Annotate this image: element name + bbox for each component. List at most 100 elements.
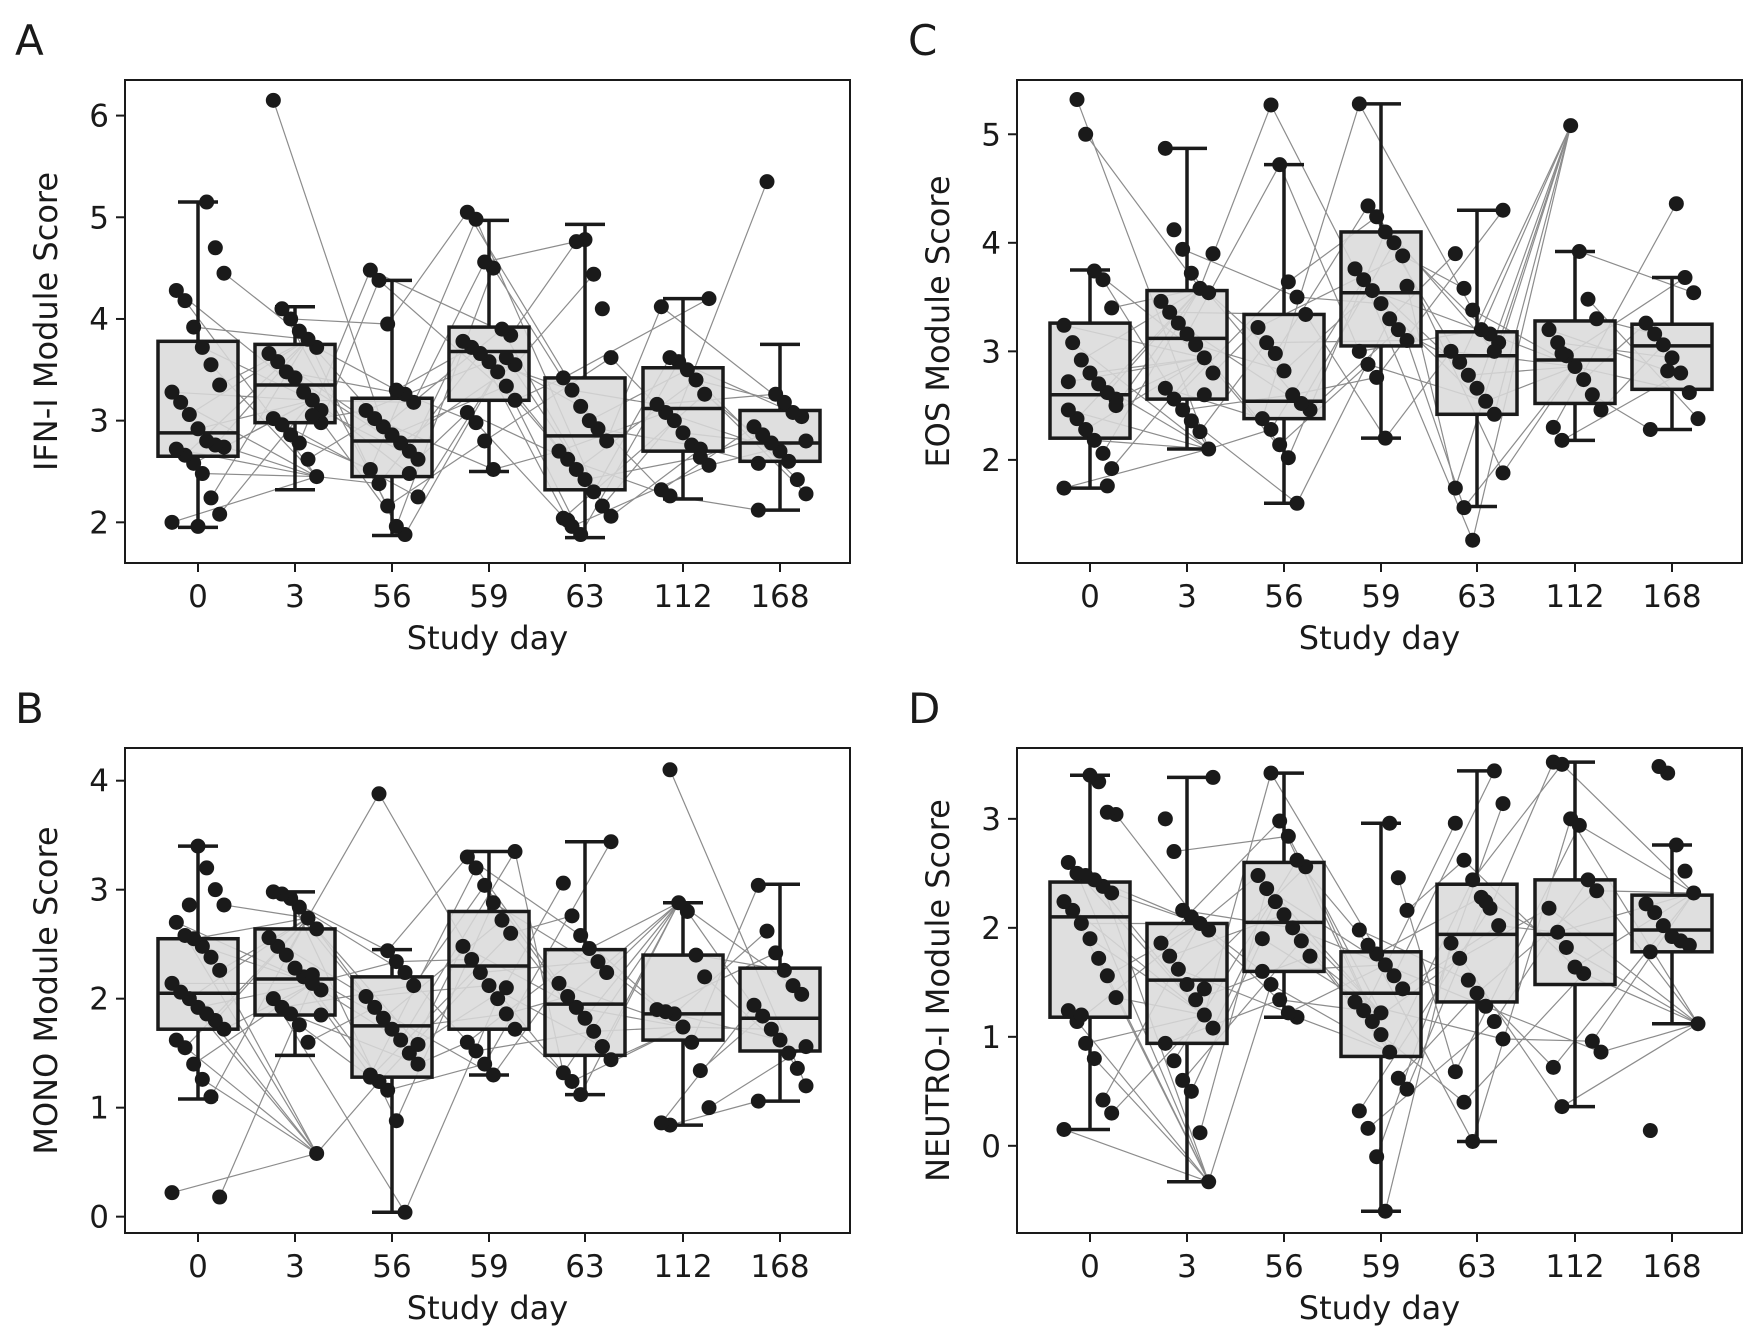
data-point	[1690, 1016, 1706, 1032]
data-point	[455, 938, 471, 954]
data-point	[1473, 322, 1489, 338]
box-day-63	[1435, 769, 1519, 1144]
data-point	[358, 402, 374, 418]
data-point	[763, 1021, 779, 1037]
data-point	[485, 461, 501, 477]
data-point	[1567, 959, 1583, 975]
data-point	[1192, 280, 1208, 296]
data-point	[1390, 322, 1406, 338]
data-point	[1369, 209, 1385, 225]
data-point	[750, 1093, 766, 1109]
data-point	[371, 272, 387, 288]
data-point	[1078, 421, 1094, 437]
data-point	[1541, 322, 1557, 338]
data-point	[1677, 863, 1693, 879]
subject-line	[466, 856, 582, 936]
subject-line	[1287, 216, 1378, 283]
data-point	[1369, 369, 1385, 385]
subject-line	[1472, 763, 1563, 881]
panel-letter: D	[908, 684, 940, 733]
x-tick-label: 168	[750, 1249, 809, 1285]
plot-frame	[1016, 79, 1743, 564]
data-point	[781, 453, 797, 469]
y-tick-label: 5	[981, 117, 1001, 153]
data-point	[1196, 1007, 1212, 1023]
data-point	[1373, 1027, 1389, 1043]
data-point	[300, 451, 316, 467]
subject-line	[1600, 1023, 1699, 1053]
subject-line	[316, 1081, 380, 1154]
data-points	[1056, 754, 1706, 1219]
data-point	[212, 506, 228, 522]
data-point	[1478, 894, 1494, 910]
subject-line	[571, 464, 710, 527]
data-point	[1465, 532, 1481, 548]
data-point	[555, 370, 571, 386]
data-point	[551, 443, 567, 459]
data-point	[653, 482, 669, 498]
data-point	[1554, 1099, 1570, 1115]
data-point	[1478, 998, 1494, 1014]
data-point	[173, 394, 189, 410]
data-point	[1073, 352, 1089, 368]
subject-line	[206, 1013, 318, 1154]
data-point	[459, 405, 475, 421]
data-point	[1272, 992, 1288, 1008]
data-point	[1351, 922, 1367, 938]
data-point	[388, 1113, 404, 1129]
data-point	[1263, 977, 1279, 993]
data-point	[603, 1052, 619, 1068]
x-tick-label: 112	[1545, 1249, 1604, 1285]
data-point	[1642, 421, 1658, 437]
subject-line	[387, 856, 468, 952]
subject-line	[1358, 103, 1474, 311]
subject-line	[1063, 1128, 1209, 1183]
data-point	[199, 860, 215, 876]
data-point	[477, 877, 493, 893]
data-point	[410, 1056, 426, 1072]
data-point	[358, 988, 374, 1004]
data-point	[1082, 365, 1098, 381]
data-point	[581, 941, 597, 957]
data-point	[1377, 1203, 1393, 1219]
data-point	[1078, 1035, 1094, 1051]
subject-line	[290, 318, 388, 325]
x-axis-label: Study day	[1299, 619, 1460, 657]
data-point	[1382, 815, 1398, 831]
data-point	[1584, 1033, 1600, 1049]
data-point	[1104, 461, 1120, 477]
data-point	[649, 396, 665, 412]
data-point	[164, 975, 180, 991]
subject-line	[193, 917, 309, 940]
data-point	[1082, 767, 1098, 783]
data-point	[1254, 411, 1270, 427]
subject-line	[1454, 125, 1572, 489]
subject-line	[171, 475, 317, 523]
data-point	[697, 969, 713, 985]
data-point	[199, 194, 215, 210]
data-point	[1254, 931, 1270, 947]
subject-line	[1397, 992, 1478, 1079]
data-point	[599, 433, 615, 449]
subject-line	[1296, 318, 1391, 504]
panel-c: C 2 3 4 5 0 3 56 59 63 112 168 Study day EOS Module S…	[908, 16, 1743, 657]
box-day-0	[156, 200, 240, 530]
data-point	[1545, 419, 1561, 435]
x-tick-label: 63	[565, 1249, 604, 1285]
subject-line	[387, 211, 468, 325]
data-point	[190, 518, 206, 534]
data-point	[675, 425, 691, 441]
plot-frame	[1016, 747, 1743, 1234]
subject-line	[1208, 984, 1272, 1182]
data-point	[1175, 902, 1191, 918]
data-point	[388, 954, 404, 970]
data-points	[164, 762, 814, 1220]
data-point	[1647, 326, 1663, 342]
data-point	[1452, 950, 1468, 966]
data-point	[798, 486, 814, 502]
data-point	[388, 518, 404, 534]
data-point	[573, 1087, 589, 1103]
data-point	[362, 461, 378, 477]
data-point	[1660, 363, 1676, 379]
data-point	[1272, 813, 1288, 829]
